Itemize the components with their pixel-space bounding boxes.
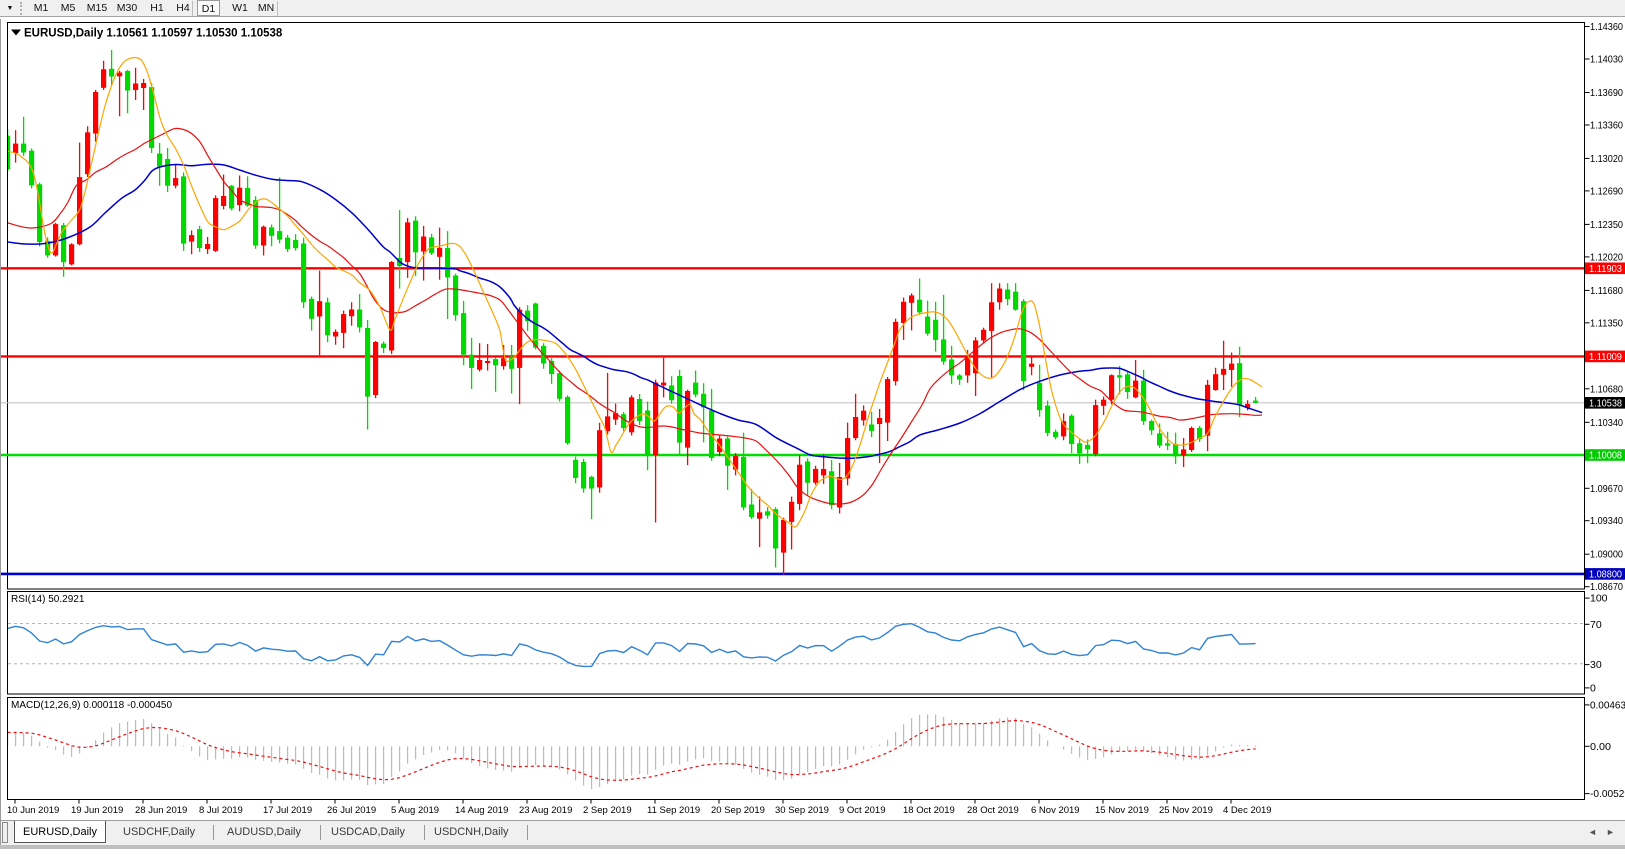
svg-text:1.10680: 1.10680: [1590, 383, 1623, 395]
svg-text:MACD(12,26,9) 0.000118 -0.0004: MACD(12,26,9) 0.000118 -0.000450: [11, 700, 172, 711]
svg-text:0.00463: 0.00463: [1590, 699, 1625, 711]
svg-text:6 Nov 2019: 6 Nov 2019: [1031, 805, 1080, 816]
svg-text:1.11350: 1.11350: [1590, 317, 1623, 329]
svg-text:1.08800: 1.08800: [1589, 569, 1622, 581]
svg-text:1.11903: 1.11903: [1589, 263, 1622, 275]
svg-text:1.10538: 1.10538: [1589, 397, 1622, 409]
svg-text:1.13690: 1.13690: [1590, 87, 1623, 99]
svg-text:-0.00529: -0.00529: [1590, 788, 1625, 800]
svg-text:28 Oct 2019: 28 Oct 2019: [967, 805, 1019, 816]
svg-text:28 Jun 2019: 28 Jun 2019: [135, 805, 187, 816]
svg-text:EURUSD,Daily 1.10561 1.10597: EURUSD,Daily 1.10561 1.10597 1.10530 1.1…: [24, 28, 283, 40]
svg-text:14 Aug 2019: 14 Aug 2019: [455, 805, 508, 816]
svg-text:10 Jun 2019: 10 Jun 2019: [7, 805, 59, 816]
svg-text:4 Dec 2019: 4 Dec 2019: [1223, 805, 1272, 816]
svg-text:0: 0: [1590, 682, 1596, 694]
svg-text:20 Sep 2019: 20 Sep 2019: [711, 805, 765, 816]
svg-text:2 Sep 2019: 2 Sep 2019: [583, 805, 632, 816]
svg-text:11 Sep 2019: 11 Sep 2019: [647, 805, 700, 816]
svg-text:1.09670: 1.09670: [1590, 483, 1623, 495]
svg-text:1.10340: 1.10340: [1590, 417, 1623, 429]
svg-text:15 Nov 2019: 15 Nov 2019: [1095, 805, 1149, 816]
svg-text:1.11009: 1.11009: [1589, 351, 1622, 363]
svg-text:26 Jul 2019: 26 Jul 2019: [327, 805, 376, 816]
svg-text:1.10008: 1.10008: [1589, 450, 1622, 462]
svg-text:25 Nov 2019: 25 Nov 2019: [1159, 805, 1213, 816]
svg-text:1.14030: 1.14030: [1590, 54, 1623, 66]
svg-text:19 Jun 2019: 19 Jun 2019: [71, 805, 123, 816]
svg-text:18 Oct 2019: 18 Oct 2019: [903, 805, 955, 816]
svg-text:1.13020: 1.13020: [1590, 153, 1623, 165]
svg-text:0.00: 0.00: [1590, 741, 1611, 753]
svg-text:1.08670: 1.08670: [1590, 581, 1623, 593]
svg-text:70: 70: [1590, 619, 1602, 631]
svg-text:1.11680: 1.11680: [1590, 285, 1623, 297]
svg-text:1.09000: 1.09000: [1590, 549, 1623, 561]
svg-text:1.09340: 1.09340: [1590, 515, 1623, 527]
svg-text:1.12350: 1.12350: [1590, 219, 1623, 231]
svg-text:30 Sep 2019: 30 Sep 2019: [775, 805, 829, 816]
svg-text:1.12690: 1.12690: [1590, 185, 1623, 197]
svg-text:100: 100: [1590, 593, 1608, 605]
svg-text:1.14360: 1.14360: [1590, 21, 1623, 33]
svg-text:30: 30: [1590, 659, 1602, 671]
svg-text:1.12020: 1.12020: [1590, 251, 1623, 263]
svg-text:5 Aug 2019: 5 Aug 2019: [391, 805, 439, 816]
svg-text:1.13360: 1.13360: [1590, 120, 1623, 132]
svg-text:23 Aug 2019: 23 Aug 2019: [519, 805, 572, 816]
svg-text:RSI(14) 50.2921: RSI(14) 50.2921: [11, 594, 85, 605]
svg-text:9 Oct 2019: 9 Oct 2019: [839, 805, 885, 816]
svg-text:17 Jul 2019: 17 Jul 2019: [263, 805, 312, 816]
svg-text:8 Jul 2019: 8 Jul 2019: [199, 805, 243, 816]
